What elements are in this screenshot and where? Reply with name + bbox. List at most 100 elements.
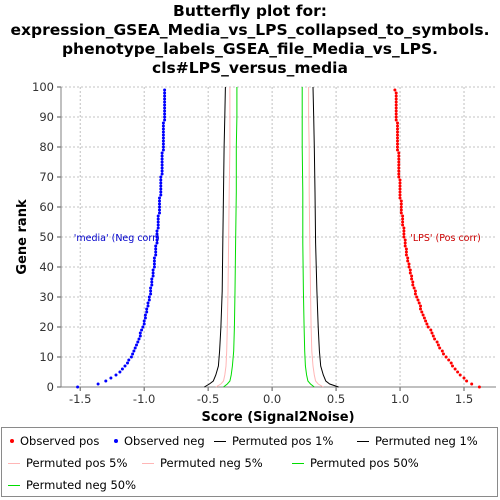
data-point (138, 331, 142, 335)
data-point (156, 217, 160, 221)
data-point (420, 310, 424, 314)
legend-label: Permuted neg 5% (160, 456, 263, 470)
y-tick-label: 50 (39, 230, 54, 244)
data-point (136, 340, 140, 344)
data-point (158, 211, 161, 215)
data-point (398, 193, 402, 197)
data-point (433, 337, 437, 341)
data-point (159, 187, 163, 191)
data-point (163, 88, 167, 92)
x-tick-label: 0.5 (327, 392, 345, 406)
x-tick-label: -0.5 (197, 392, 219, 406)
series-permuted-neg-50 (223, 87, 238, 388)
data-point (155, 232, 159, 236)
data-point (413, 292, 417, 296)
data-point (402, 232, 406, 236)
annotations: 'media' (Neg corr) 'LPS' (Pos corr) (74, 233, 481, 244)
data-point (120, 367, 124, 371)
data-point (419, 307, 422, 311)
data-point (411, 283, 415, 287)
data-point (161, 127, 165, 131)
data-point (394, 100, 398, 104)
legend-item-permuted-pos-50: Permuted pos 50% (292, 456, 419, 470)
data-point (396, 121, 399, 125)
data-point (396, 148, 399, 152)
data-point (154, 250, 158, 254)
y-axis-label: Gene rank (15, 199, 30, 275)
data-point (156, 220, 160, 224)
legend-swatch (8, 462, 20, 464)
y-tick-label: 70 (39, 170, 54, 184)
data-point (425, 322, 429, 326)
data-point (394, 97, 398, 101)
legend-label: Permuted pos 50% (310, 456, 419, 470)
legend-item-observed-pos: Observed pos (10, 434, 99, 448)
data-point (156, 223, 160, 227)
series-permuted-pos-5 (308, 87, 324, 388)
data-point (396, 139, 399, 143)
legend-label: Observed neg (124, 434, 205, 448)
data-point (394, 106, 398, 110)
data-point (143, 313, 147, 317)
data-point (143, 316, 147, 320)
permuted-line (215, 87, 231, 388)
data-point (408, 271, 412, 275)
legend-item-permuted-pos-5: Permuted pos 5% (8, 456, 127, 470)
data-point (137, 337, 141, 341)
x-tick-label: -1.5 (69, 392, 91, 406)
data-point (399, 211, 403, 215)
data-point (404, 247, 408, 251)
title-line-4: cls#LPS_versus_media (152, 59, 348, 77)
title-line-1: Butterfly plot for: (173, 2, 327, 20)
legend-label: Permuted neg 50% (26, 478, 137, 492)
data-point (161, 121, 165, 125)
data-point (104, 379, 108, 383)
data-point (447, 358, 451, 362)
data-point (114, 373, 118, 377)
series-permuted-neg-5 (215, 87, 231, 388)
data-point (394, 112, 398, 116)
data-point (161, 130, 165, 134)
data-point (163, 97, 167, 101)
data-point (402, 235, 406, 239)
data-point (163, 100, 167, 104)
series-layer (76, 86, 481, 389)
data-point (159, 178, 163, 182)
data-point (397, 175, 401, 179)
data-point (403, 238, 407, 242)
data-point (163, 94, 167, 98)
title-line-2: expression_GSEA_Media_vs_LPS_collapsed_t… (10, 21, 490, 39)
data-point (398, 178, 402, 182)
data-point (410, 274, 414, 278)
data-point (163, 115, 167, 119)
data-point (147, 295, 151, 299)
data-point (394, 91, 398, 95)
data-point (398, 196, 402, 200)
legend-swatch (142, 462, 154, 464)
data-point (160, 151, 164, 155)
data-point (160, 172, 164, 176)
data-point (141, 325, 145, 329)
data-point (127, 358, 131, 362)
permuted-line (308, 87, 324, 388)
data-point (96, 382, 100, 386)
legend: Observed pos Observed neg Permuted pos 1% P… (1, 427, 498, 497)
data-point (407, 265, 411, 269)
data-point (398, 181, 402, 185)
y-tick-label: 40 (39, 260, 54, 274)
data-point (155, 238, 159, 242)
data-point (142, 319, 146, 323)
data-point (397, 160, 401, 164)
data-point (163, 118, 167, 122)
data-point (477, 385, 481, 389)
y-tick-label: 30 (39, 290, 54, 304)
data-point (159, 190, 163, 194)
annotation-label: 'media' (Neg corr) (74, 233, 160, 244)
data-point (152, 265, 156, 269)
data-point (129, 355, 133, 359)
data-point (394, 103, 398, 107)
series-permuted-neg-1 (204, 86, 226, 388)
data-point (152, 256, 156, 260)
data-point (159, 175, 163, 179)
data-point (396, 136, 399, 140)
